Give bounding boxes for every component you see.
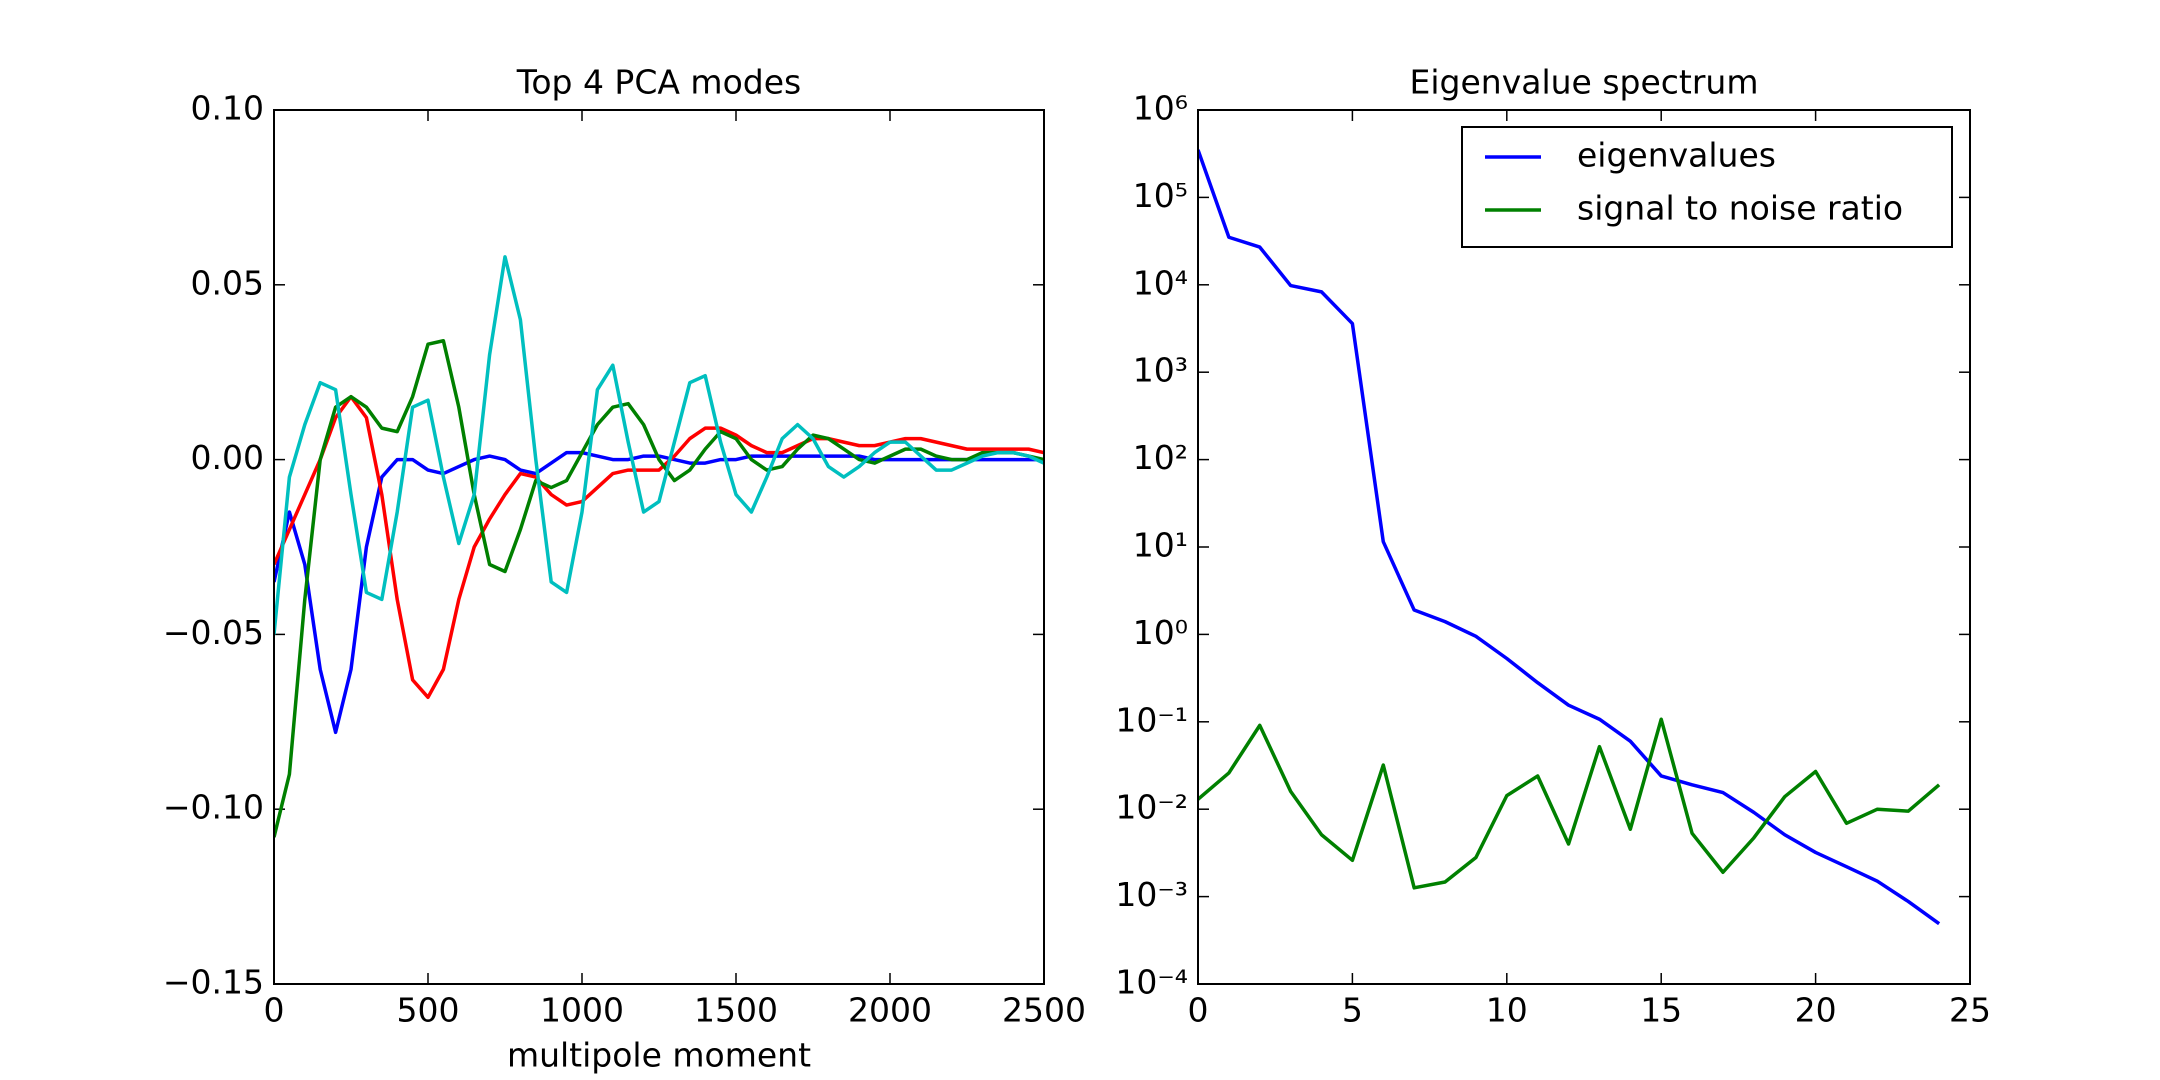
chart-title: Eigenvalue spectrum <box>1410 63 1759 102</box>
y-tick-label: 10⁻³ <box>1115 875 1188 914</box>
legend-box <box>1461 126 1953 248</box>
y-tick-label: −0.05 <box>163 613 264 652</box>
y-tick-label: 10¹ <box>1133 526 1188 565</box>
y-tick-label: 10⁶ <box>1133 89 1188 128</box>
y-tick-label: 10⁻¹ <box>1115 700 1188 739</box>
y-tick-label: 10⁵ <box>1133 176 1188 215</box>
legend: eigenvalues signal to noise ratio <box>1461 126 1953 248</box>
data-line <box>274 255 1044 635</box>
x-tick-label: 5 <box>1342 991 1363 1030</box>
x-tick-label: 0 <box>1188 991 1209 1030</box>
y-tick-label: 10⁻² <box>1115 788 1188 827</box>
chart-title: Top 4 PCA modes <box>516 63 801 102</box>
data-line <box>274 338 1044 838</box>
x-tick-label: 2000 <box>848 991 932 1030</box>
y-tick-label: 0.10 <box>191 89 264 128</box>
plot-frame <box>273 109 1045 985</box>
data-line <box>274 394 1044 700</box>
x-tick-label: 15 <box>1640 991 1682 1030</box>
data-line <box>1198 717 1941 890</box>
x-tick-label: 20 <box>1795 991 1837 1030</box>
plot-frame <box>1197 109 1971 985</box>
plot: Top 4 PCA modes multipole moment 0 500 1000 1… <box>163 63 1086 1075</box>
data-line <box>274 450 1044 735</box>
x-tick-label: 2500 <box>1002 991 1086 1030</box>
x-tick-label: 0 <box>264 991 285 1030</box>
y-tick-label: 10⁰ <box>1133 613 1188 652</box>
y-tick-label: 0.05 <box>191 263 264 302</box>
legend-label: signal to noise ratio <box>1577 189 1903 228</box>
x-tick-label: 1000 <box>540 991 624 1030</box>
x-tick-label: 10 <box>1486 991 1528 1030</box>
y-tick-label: −0.15 <box>163 963 264 1002</box>
x-axis-label: multipole moment <box>507 1036 811 1075</box>
data-line <box>1198 149 1941 926</box>
y-tick-label: 10⁻⁴ <box>1115 963 1188 1002</box>
y-tick-label: 10⁴ <box>1133 263 1188 302</box>
y-tick-label: −0.10 <box>163 788 264 827</box>
x-tick-label: 1500 <box>694 991 778 1030</box>
legend-label: eigenvalues <box>1577 136 1776 175</box>
y-tick-label: 10³ <box>1133 351 1188 390</box>
x-tick-label: 500 <box>397 991 460 1030</box>
y-tick-label: 10² <box>1133 438 1188 477</box>
plot: Eigenvalue spectrum 0 5 10 15 20 25 10⁻⁴ 10⁻³ 10⁻… <box>1115 63 1991 1030</box>
y-tick-label: 0.00 <box>191 438 264 477</box>
x-tick-label: 25 <box>1949 991 1991 1030</box>
